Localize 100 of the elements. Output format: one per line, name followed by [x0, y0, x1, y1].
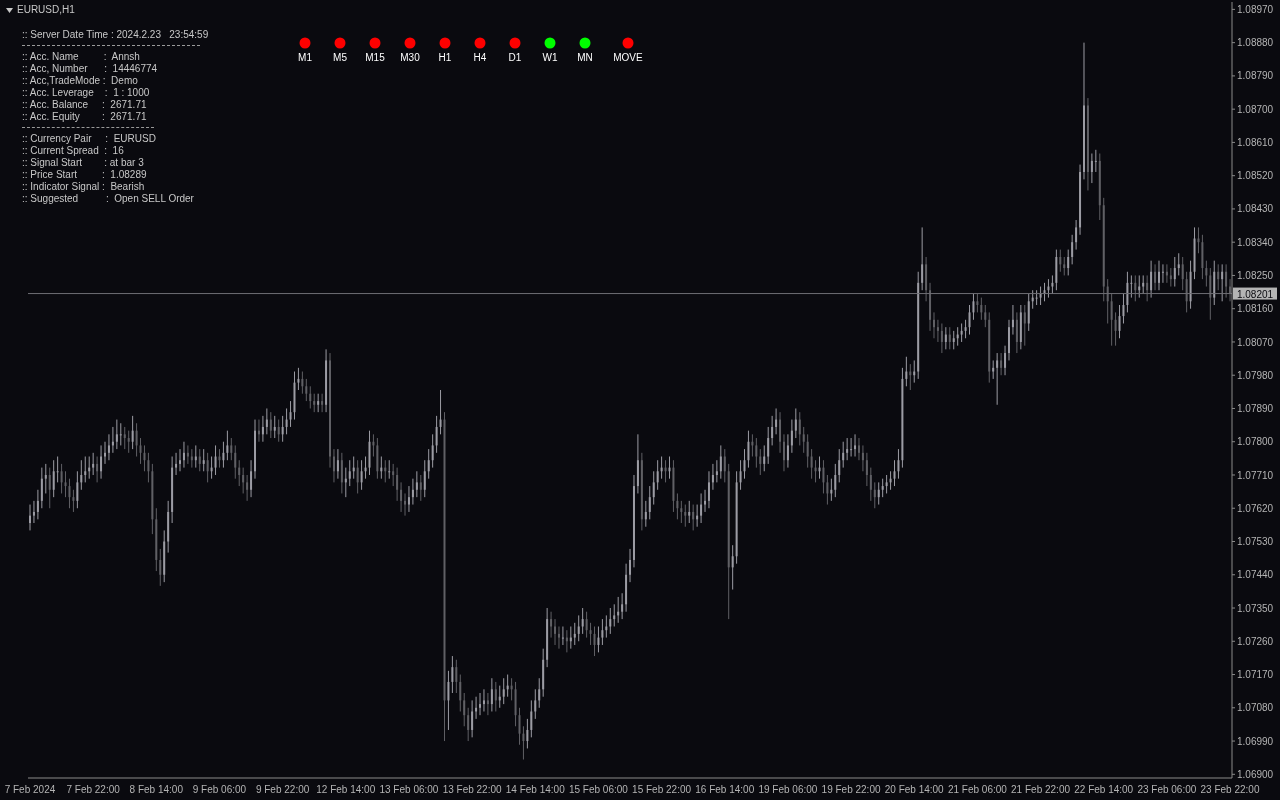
candlestick [1134, 274, 1137, 302]
candlestick [179, 448, 182, 472]
candlestick [423, 459, 426, 498]
y-tick-label: 1.07980 [1237, 369, 1274, 381]
candlestick [1059, 249, 1062, 273]
candlestick [60, 463, 63, 494]
candlestick [932, 311, 935, 339]
annotation: :: Price Start : 1.08289 [22, 169, 148, 181]
candlestick [301, 371, 304, 395]
y-tick-label: 1.08610 [1237, 136, 1274, 148]
candlestick [1011, 304, 1014, 336]
candlestick [1130, 274, 1133, 299]
candlestick [767, 426, 770, 465]
candlestick [1023, 304, 1026, 347]
annotation: H4 [472, 52, 488, 63]
annotation: :: Acc, Number : 14446774 [22, 63, 159, 75]
candlestick [123, 426, 126, 450]
candlestick [1015, 311, 1018, 354]
y-tick-label: 1.08880 [1237, 37, 1274, 49]
y-tick-label: 1.06990 [1237, 735, 1274, 747]
candlestick [143, 444, 146, 472]
candlestick [850, 437, 853, 458]
candlestick [415, 470, 418, 498]
candlestick [557, 626, 560, 650]
y-tick-label: 1.08070 [1237, 336, 1274, 348]
candlestick [1027, 293, 1030, 332]
candlestick [435, 415, 438, 454]
candlestick [1075, 219, 1078, 251]
candlestick [1118, 304, 1121, 339]
candlestick [1181, 256, 1184, 291]
candlestick [1114, 311, 1117, 347]
candlestick [467, 707, 470, 742]
annotation: :: Acc. Name : Annsh [22, 51, 141, 63]
candlestick [226, 430, 229, 461]
candlestick [269, 411, 272, 439]
candlestick [502, 677, 505, 705]
candlestick [644, 500, 647, 528]
candlestick [309, 385, 312, 409]
candlestick [427, 448, 430, 480]
candlestick [80, 459, 83, 491]
y-tick-label: 1.07080 [1237, 702, 1274, 714]
candlestick [36, 489, 39, 520]
candlestick [680, 500, 683, 524]
candlestick [601, 618, 604, 646]
y-tick-label: 1.08250 [1237, 270, 1274, 281]
annotation: MN [577, 52, 593, 63]
candlestick [794, 407, 797, 439]
candlestick [238, 459, 241, 487]
candlestick [494, 681, 497, 712]
candlestick [992, 359, 995, 380]
candlestick [486, 692, 489, 716]
candlestick [1205, 260, 1208, 288]
annotation: :: Indicator Signal : Bearish [22, 181, 146, 193]
candlestick [198, 448, 201, 472]
candlestick [905, 356, 908, 387]
candlestick [802, 426, 805, 454]
candlestick [940, 322, 943, 354]
annotation: :: Suggested : Open SELL Order [22, 193, 195, 205]
candlestick [585, 611, 588, 639]
candlestick [222, 441, 225, 469]
candlestick [332, 448, 335, 483]
candlestick [779, 411, 782, 454]
candlestick [1169, 267, 1172, 288]
candlestick [526, 718, 529, 749]
candlestick [723, 448, 726, 483]
candlestick [305, 378, 308, 402]
candlestick [861, 444, 864, 472]
candlestick [719, 444, 722, 480]
candlestick [131, 415, 134, 450]
annotation: :: Acc. Leverage : 1 : 1000 [22, 87, 151, 99]
candlestick [281, 415, 284, 443]
y-tick-label: 1.08520 [1237, 170, 1274, 182]
candlestick [250, 459, 253, 498]
candlestick [790, 419, 793, 454]
candlestick [490, 677, 493, 712]
candlestick [629, 548, 632, 583]
candlestick [846, 437, 849, 461]
candlestick [246, 474, 249, 502]
y-tick-label: 1.07170 [1237, 669, 1274, 681]
candlestick [944, 326, 947, 350]
candlestick [463, 692, 466, 727]
y-tick-label: 1.06900 [1237, 768, 1274, 780]
chart-title: EURUSD,H1 [17, 4, 75, 16]
candlestick [202, 448, 205, 472]
candlestick [1051, 274, 1054, 295]
candlestick [1142, 274, 1145, 295]
candlestick [869, 467, 872, 502]
annotation: M15 [365, 52, 385, 63]
candlestick [40, 467, 43, 509]
candlestick [613, 603, 616, 627]
y-tick-label: 1.08970 [1237, 3, 1274, 15]
candlestick [104, 441, 106, 465]
annotation: M30 [400, 52, 420, 63]
candlestick [652, 470, 655, 506]
candlestick [1094, 149, 1097, 173]
candlestick [479, 692, 482, 716]
candlestick [1146, 274, 1149, 302]
candlestick [451, 655, 454, 694]
candlestick [76, 470, 79, 509]
candlestick [1122, 293, 1125, 324]
